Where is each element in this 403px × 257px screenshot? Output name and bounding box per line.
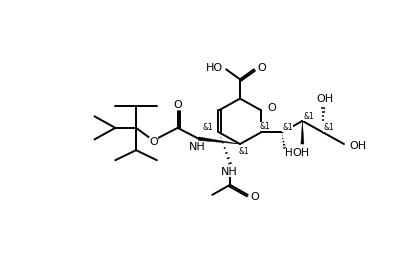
Text: O: O bbox=[267, 103, 276, 113]
Text: HO: HO bbox=[206, 63, 223, 73]
Text: NH: NH bbox=[221, 167, 238, 177]
Text: &1: &1 bbox=[283, 123, 293, 132]
Text: &1: &1 bbox=[303, 112, 314, 121]
Text: O: O bbox=[150, 137, 158, 147]
Text: NH: NH bbox=[189, 142, 205, 152]
Text: OH: OH bbox=[316, 94, 333, 104]
Text: &1: &1 bbox=[323, 123, 334, 132]
Text: O: O bbox=[173, 100, 182, 110]
Text: H: H bbox=[285, 148, 293, 158]
Polygon shape bbox=[198, 137, 240, 144]
Text: &1: &1 bbox=[259, 122, 270, 131]
Text: OH: OH bbox=[292, 148, 310, 158]
Text: O: O bbox=[251, 192, 260, 202]
Text: &1: &1 bbox=[202, 123, 213, 132]
Text: OH: OH bbox=[349, 141, 366, 151]
Polygon shape bbox=[301, 121, 304, 144]
Text: O: O bbox=[258, 63, 266, 73]
Text: &1: &1 bbox=[239, 147, 249, 156]
